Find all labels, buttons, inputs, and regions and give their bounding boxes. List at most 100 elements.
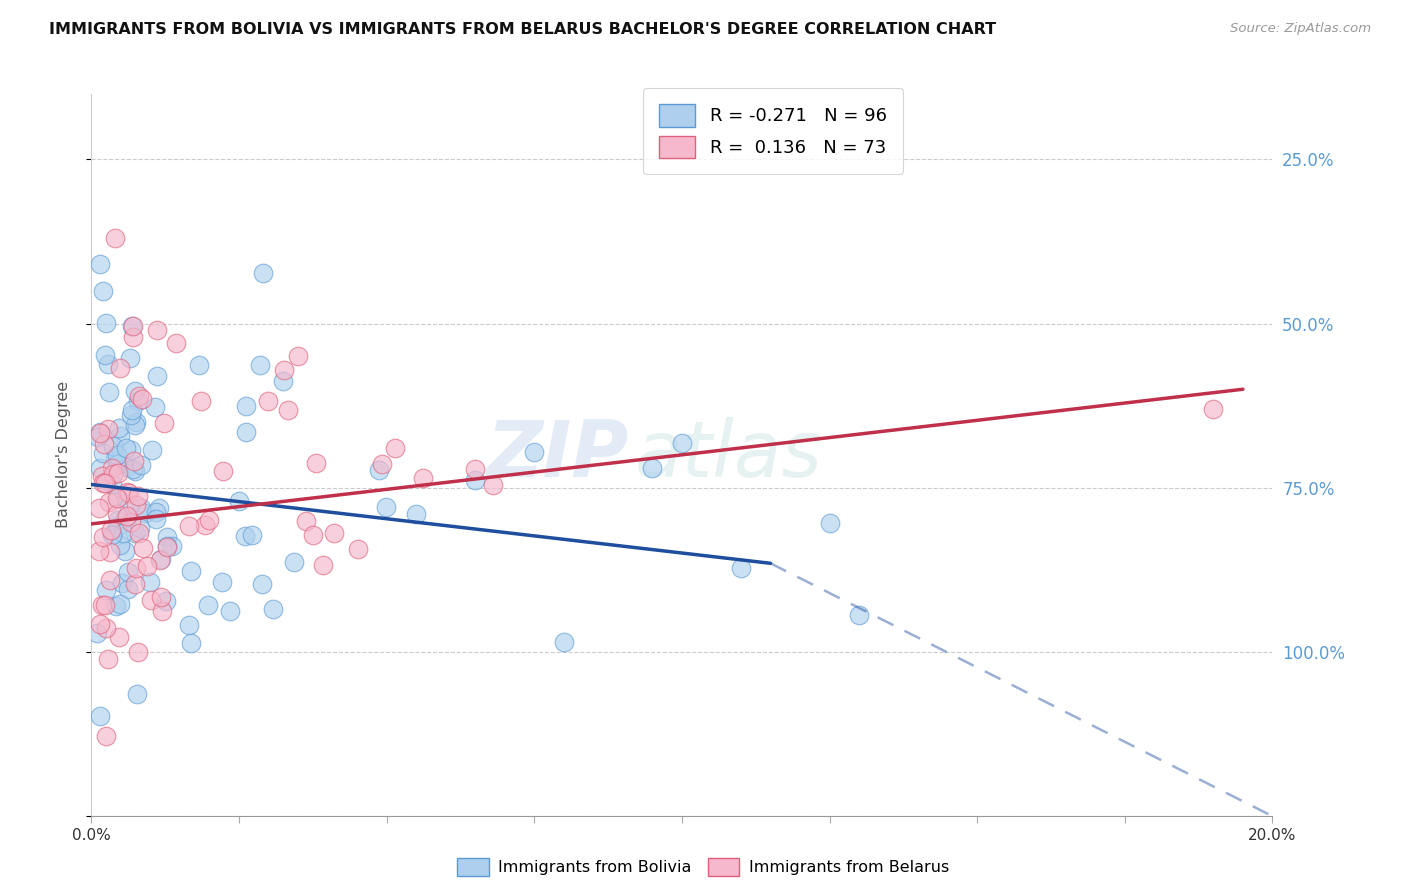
Point xyxy=(1202,401,1225,416)
Point xyxy=(146,323,169,337)
Point xyxy=(131,392,153,406)
Point xyxy=(228,494,250,508)
Point xyxy=(101,439,124,453)
Point xyxy=(148,500,170,515)
Point xyxy=(125,561,148,575)
Point xyxy=(139,575,162,590)
Point xyxy=(257,393,280,408)
Point xyxy=(124,417,146,432)
Point xyxy=(107,491,129,505)
Point xyxy=(322,526,344,541)
Point xyxy=(98,545,121,559)
Point xyxy=(129,458,152,472)
Point xyxy=(155,594,177,608)
Point xyxy=(304,456,326,470)
Point xyxy=(100,523,122,537)
Point xyxy=(252,266,274,280)
Point xyxy=(94,582,117,597)
Point xyxy=(94,598,117,612)
Y-axis label: Bachelor's Degree: Bachelor's Degree xyxy=(56,382,70,528)
Point xyxy=(671,436,693,450)
Point xyxy=(145,512,167,526)
Point xyxy=(128,389,150,403)
Point xyxy=(271,374,294,388)
Point xyxy=(150,604,173,618)
Point xyxy=(464,462,486,476)
Point xyxy=(122,319,145,334)
Point xyxy=(101,526,124,541)
Point xyxy=(302,528,325,542)
Point xyxy=(160,539,183,553)
Point xyxy=(120,515,142,529)
Point xyxy=(114,511,136,525)
Point xyxy=(91,284,114,298)
Point xyxy=(94,476,117,491)
Point xyxy=(149,552,172,566)
Point xyxy=(405,507,427,521)
Point xyxy=(211,574,233,589)
Point xyxy=(105,491,128,506)
Point xyxy=(194,518,217,533)
Point xyxy=(120,443,142,458)
Text: IMMIGRANTS FROM BOLIVIA VS IMMIGRANTS FROM BELARUS BACHELOR'S DEGREE CORRELATION: IMMIGRANTS FROM BOLIVIA VS IMMIGRANTS FR… xyxy=(49,22,997,37)
Point xyxy=(105,448,128,462)
Point xyxy=(197,598,219,612)
Point xyxy=(91,475,114,490)
Point xyxy=(87,430,110,444)
Point xyxy=(87,544,110,558)
Point xyxy=(384,441,406,455)
Point xyxy=(129,520,152,534)
Text: atlas: atlas xyxy=(634,417,823,493)
Point xyxy=(96,474,118,488)
Point xyxy=(125,498,148,512)
Point xyxy=(107,457,129,471)
Point xyxy=(156,540,179,554)
Point xyxy=(117,566,139,580)
Text: ZIP: ZIP xyxy=(486,417,628,493)
Point xyxy=(262,602,284,616)
Point xyxy=(104,231,127,245)
Point xyxy=(108,631,131,645)
Point xyxy=(155,530,177,544)
Point xyxy=(125,415,148,429)
Point xyxy=(108,421,131,435)
Point xyxy=(108,361,131,376)
Point xyxy=(89,426,111,441)
Point xyxy=(93,437,115,451)
Point xyxy=(127,645,149,659)
Point xyxy=(86,625,108,640)
Point xyxy=(136,558,159,573)
Point xyxy=(97,357,120,371)
Point xyxy=(141,592,163,607)
Point xyxy=(155,539,177,553)
Point xyxy=(179,618,201,632)
Point xyxy=(141,442,163,457)
Point xyxy=(371,457,394,471)
Point xyxy=(188,358,211,372)
Point xyxy=(219,604,242,618)
Point xyxy=(90,598,112,612)
Point xyxy=(124,464,146,478)
Point xyxy=(283,555,305,569)
Point xyxy=(115,441,138,455)
Point xyxy=(104,450,127,464)
Point xyxy=(124,525,146,540)
Point xyxy=(117,582,139,597)
Legend: Immigrants from Bolivia, Immigrants from Belarus: Immigrants from Bolivia, Immigrants from… xyxy=(450,852,956,883)
Point xyxy=(464,473,486,487)
Point xyxy=(180,636,202,650)
Point xyxy=(250,577,273,591)
Point xyxy=(91,446,114,460)
Point xyxy=(121,403,143,417)
Point xyxy=(312,558,335,573)
Point xyxy=(150,591,173,605)
Point xyxy=(118,351,141,365)
Point xyxy=(125,687,148,701)
Point xyxy=(412,471,434,485)
Point xyxy=(107,512,129,526)
Point xyxy=(122,454,145,468)
Point xyxy=(132,541,155,556)
Point xyxy=(149,553,172,567)
Point xyxy=(89,425,111,439)
Point xyxy=(89,500,111,515)
